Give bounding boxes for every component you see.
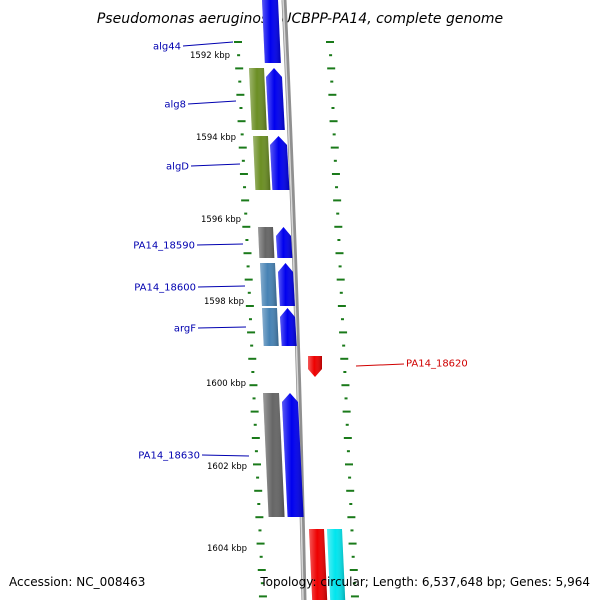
scale-labels: 1592 kbp 1594 kbp 1596 kbp 1598 kbp 1600 kbp… (190, 51, 247, 554)
feature-alg44-cds[interactable] (262, 0, 281, 63)
feature-PA14_18620-cds[interactable] (308, 356, 322, 377)
gene-label-leader (355, 363, 405, 367)
feature-track (249, 0, 346, 600)
gene-label-algd[interactable]: algD (166, 162, 189, 173)
feature-PA14_18590-cds[interactable] (276, 227, 293, 258)
scale-label: 1602 kbp (207, 462, 247, 472)
gene-label-leader (182, 41, 234, 47)
feature-PA14_18630-cog[interactable] (263, 393, 285, 517)
scale-label: 1598 kbp (204, 297, 244, 307)
feature-PA14_18600-cog[interactable] (260, 263, 277, 306)
gene-label-leader (187, 100, 237, 105)
scale-label: 1604 kbp (207, 544, 247, 554)
feature-argF-cog[interactable] (262, 308, 279, 346)
gene-label-pa14_18590[interactable]: PA14_18590 (133, 241, 195, 252)
scale-label: 1594 kbp (196, 133, 236, 143)
feature-PA14_18600-cds[interactable] (278, 263, 295, 306)
gene-label-leader (190, 163, 241, 167)
scale-ticks-right (326, 41, 359, 598)
scale-label: 1592 kbp (190, 51, 230, 61)
gene-label-alg44[interactable]: alg44 (153, 42, 181, 53)
feature-PA14_18590-cog[interactable] (258, 227, 275, 258)
gene-label-leader (201, 454, 250, 457)
gene-label-leader (197, 285, 246, 288)
feature-alg8-cds[interactable] (266, 68, 285, 130)
gene-label-leader (196, 243, 244, 246)
scale-label: 1596 kbp (201, 215, 241, 225)
feature-algD-cds[interactable] (270, 136, 290, 190)
gene-label-alg8[interactable]: alg8 (164, 100, 186, 111)
feature-alg8-cog[interactable] (249, 68, 267, 130)
feature-argF-cds[interactable] (280, 308, 297, 346)
gene-label-argf[interactable]: argF (174, 324, 196, 335)
gene-label-pa14_18630[interactable]: PA14_18630 (138, 451, 200, 462)
gene-label-pa14_18600[interactable]: PA14_18600 (134, 283, 196, 294)
feature-PA14_18630-cds[interactable] (282, 393, 304, 517)
gene-labels: alg44 alg8 algD PA14_18590 PA14_18600 argF PA1… (133, 42, 468, 462)
gene-label-pa14_18620[interactable]: PA14_18620 (406, 359, 468, 370)
gene-label-leader (197, 326, 247, 329)
genome-summary-text: Topology: circular; Length: 6,537,648 bp… (259, 575, 590, 589)
feature-next-cyan-cog[interactable] (327, 529, 346, 600)
feature-algD-cog[interactable] (253, 136, 271, 190)
scale-label: 1600 kbp (206, 379, 246, 389)
map-title: Pseudomonas aeruginosa UCBPP-PA14, compl… (97, 11, 503, 27)
feature-next-red-cds[interactable] (309, 529, 328, 600)
accession-text: Accession: NC_008463 (9, 575, 145, 589)
scale-ticks-left (234, 41, 267, 598)
